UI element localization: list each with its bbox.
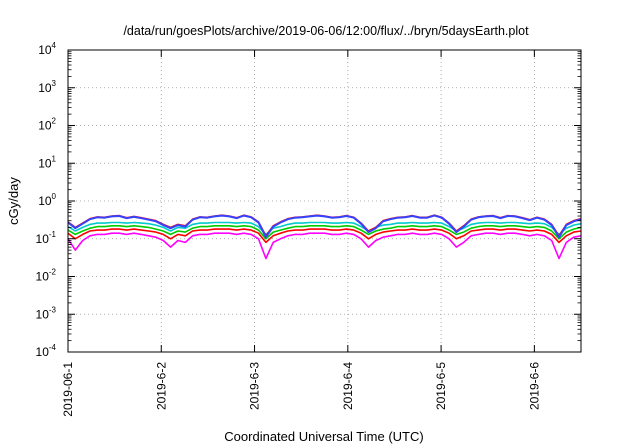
series-line: [67, 214, 582, 239]
x-tick-label: 2019-6-3: [248, 362, 262, 410]
y-tick-label: 102: [38, 117, 56, 133]
series-line: [67, 232, 582, 260]
y-tick-label: 10-2: [36, 268, 57, 284]
y-tick-label: 10-1: [36, 230, 57, 246]
x-tick-label: 2019-6-2: [154, 362, 168, 410]
series-group: [67, 214, 582, 260]
chart-title: /data/run/goesPlots/archive/2019-06-06/1…: [123, 24, 529, 38]
y-tick-label: 103: [38, 79, 56, 95]
x-tick-label: 2019-6-5: [434, 362, 448, 410]
y-tick-label: 101: [38, 154, 56, 170]
y-tick-labels: 10-4 10-3 10-2 10-1 100 101 102 103 104: [36, 41, 57, 359]
ticks: [67, 49, 581, 353]
grid: [68, 50, 581, 352]
series-line: [67, 225, 582, 240]
x-tick-label: 2019-06-1: [61, 362, 75, 417]
y-axis-label: cGy/day: [6, 177, 21, 225]
x-tick-label: 2019-6-6: [527, 362, 541, 410]
y-tick-label: 10-3: [36, 305, 57, 321]
x-tick-label: 2019-6-4: [341, 362, 355, 410]
x-tick-labels: 2019-06-1 2019-6-2 2019-6-3 2019-6-4 2019-6-…: [61, 362, 541, 417]
y-tick-label: 104: [38, 41, 56, 57]
y-tick-label: 100: [38, 192, 56, 208]
x-axis-label: Coordinated Universal Time (UTC): [224, 429, 423, 444]
series-line: [67, 228, 582, 244]
y-tick-label: 10-4: [36, 343, 57, 359]
series-line: [67, 221, 582, 236]
